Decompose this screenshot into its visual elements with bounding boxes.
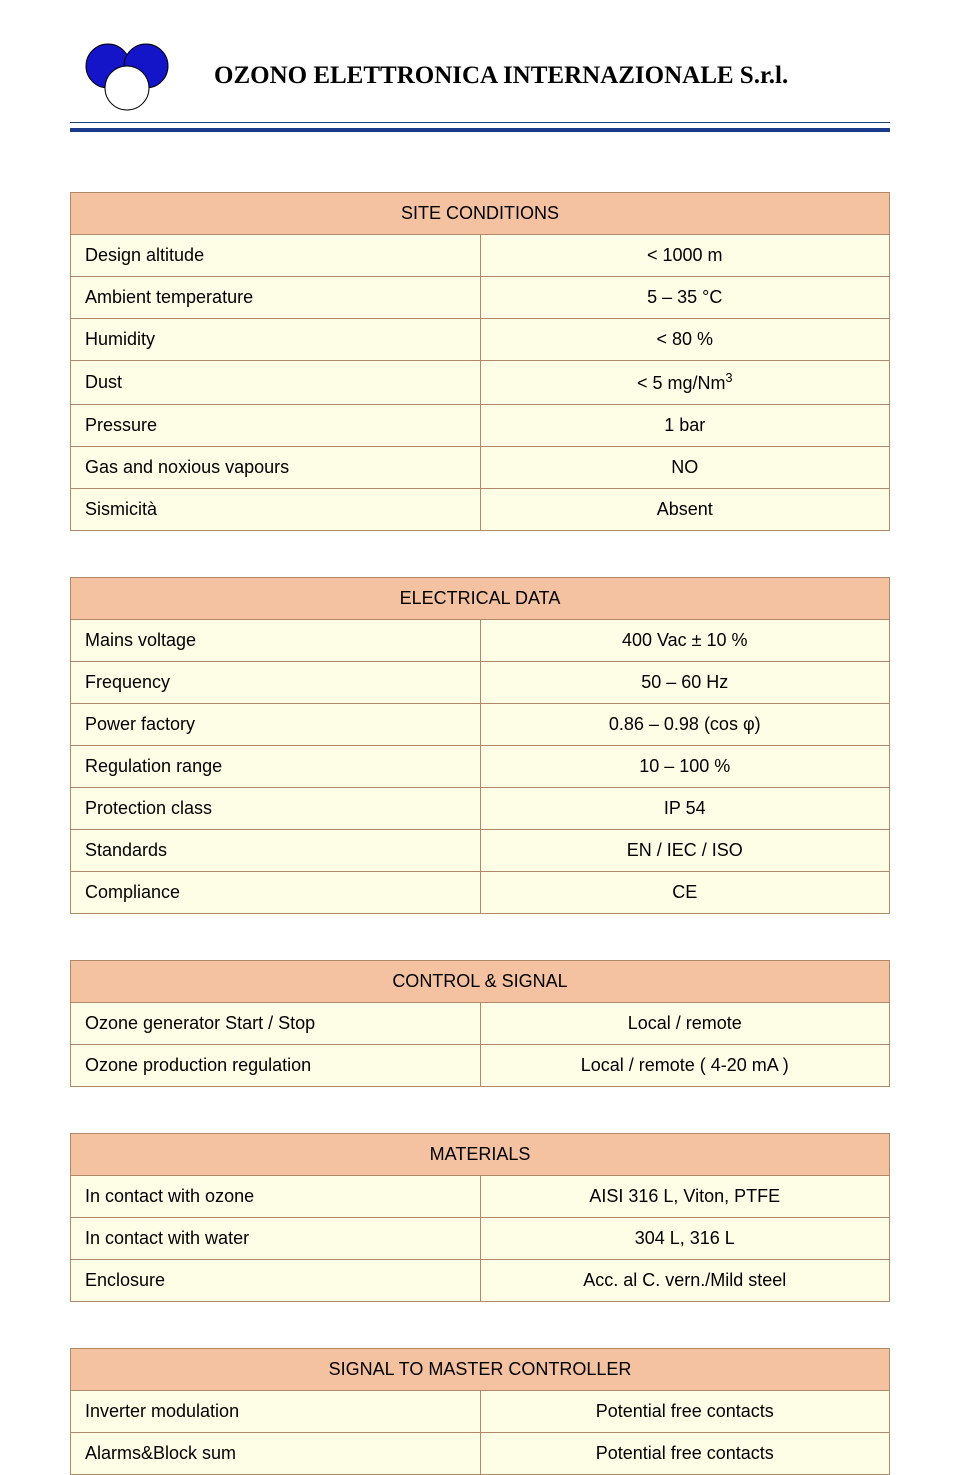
row-value: 50 – 60 Hz xyxy=(480,662,890,704)
control-signal-table: CONTROL & SIGNAL Ozone generator Start /… xyxy=(70,960,890,1087)
row-value: Absent xyxy=(480,489,890,531)
table-row: Protection classIP 54 xyxy=(71,788,890,830)
row-value: CE xyxy=(480,872,890,914)
table-row: In contact with ozoneAISI 316 L, Viton, … xyxy=(71,1176,890,1218)
table-row: Ozone generator Start / StopLocal / remo… xyxy=(71,1003,890,1045)
row-value: < 1000 m xyxy=(480,235,890,277)
row-value: EN / IEC / ISO xyxy=(480,830,890,872)
row-label: Ambient temperature xyxy=(71,277,481,319)
row-label: Dust xyxy=(71,361,481,405)
table-header: SIGNAL TO MASTER CONTROLLER xyxy=(71,1349,890,1391)
row-value: AISI 316 L, Viton, PTFE xyxy=(480,1176,890,1218)
table-row: Mains voltage400 Vac ± 10 % xyxy=(71,620,890,662)
row-label: Power factory xyxy=(71,704,481,746)
table-row: Ambient temperature5 – 35 °C xyxy=(71,277,890,319)
row-label: In contact with ozone xyxy=(71,1176,481,1218)
table-row: EnclosureAcc. al C. vern./Mild steel xyxy=(71,1260,890,1302)
electrical-data-table: ELECTRICAL DATA Mains voltage400 Vac ± 1… xyxy=(70,577,890,914)
row-label: Protection class xyxy=(71,788,481,830)
table-row: Alarms&Block sumPotential free contacts xyxy=(71,1433,890,1475)
page-header: OZONO ELETTRONICA INTERNAZIONALE S.r.l. xyxy=(70,40,890,112)
row-label: Alarms&Block sum xyxy=(71,1433,481,1475)
site-conditions-table: SITE CONDITIONS Design altitude< 1000 m … xyxy=(70,192,890,531)
table-header: MATERIALS xyxy=(71,1134,890,1176)
row-label: Enclosure xyxy=(71,1260,481,1302)
table-row: Regulation range10 – 100 % xyxy=(71,746,890,788)
table-header: SITE CONDITIONS xyxy=(71,193,890,235)
row-value: 400 Vac ± 10 % xyxy=(480,620,890,662)
row-label: Compliance xyxy=(71,872,481,914)
row-label: Ozone production regulation xyxy=(71,1045,481,1087)
table-header: CONTROL & SIGNAL xyxy=(71,961,890,1003)
company-title: OZONO ELETTRONICA INTERNAZIONALE S.r.l. xyxy=(214,62,788,90)
row-label: Standards xyxy=(71,830,481,872)
table-row: Frequency50 – 60 Hz xyxy=(71,662,890,704)
row-label: In contact with water xyxy=(71,1218,481,1260)
row-value: 304 L, 316 L xyxy=(480,1218,890,1260)
table-row: SismicitàAbsent xyxy=(71,489,890,531)
row-value: < 5 mg/Nm3 xyxy=(480,361,890,405)
row-label: Gas and noxious vapours xyxy=(71,447,481,489)
row-label: Frequency xyxy=(71,662,481,704)
row-value: Local / remote ( 4-20 mA ) xyxy=(480,1045,890,1087)
table-row: Inverter modulationPotential free contac… xyxy=(71,1391,890,1433)
row-value: Potential free contacts xyxy=(480,1433,890,1475)
signal-master-table: SIGNAL TO MASTER CONTROLLER Inverter mod… xyxy=(70,1348,890,1475)
row-label: Pressure xyxy=(71,405,481,447)
materials-table: MATERIALS In contact with ozoneAISI 316 … xyxy=(70,1133,890,1302)
table-row: Dust< 5 mg/Nm3 xyxy=(71,361,890,405)
row-value: IP 54 xyxy=(480,788,890,830)
row-label: Sismicità xyxy=(71,489,481,531)
row-value: Acc. al C. vern./Mild steel xyxy=(480,1260,890,1302)
row-value: 10 – 100 % xyxy=(480,746,890,788)
table-row: Humidity< 80 % xyxy=(71,319,890,361)
table-row: Ozone production regulationLocal / remot… xyxy=(71,1045,890,1087)
table-row: In contact with water304 L, 316 L xyxy=(71,1218,890,1260)
row-label: Humidity xyxy=(71,319,481,361)
table-row: Pressure1 bar xyxy=(71,405,890,447)
table-header: ELECTRICAL DATA xyxy=(71,578,890,620)
row-value: 5 – 35 °C xyxy=(480,277,890,319)
table-row: StandardsEN / IEC / ISO xyxy=(71,830,890,872)
row-value: < 80 % xyxy=(480,319,890,361)
table-row: ComplianceCE xyxy=(71,872,890,914)
row-label: Inverter modulation xyxy=(71,1391,481,1433)
row-label: Regulation range xyxy=(71,746,481,788)
header-rule-thick xyxy=(70,128,890,132)
row-label: Ozone generator Start / Stop xyxy=(71,1003,481,1045)
row-value: Local / remote xyxy=(480,1003,890,1045)
company-logo xyxy=(70,40,190,112)
row-value: 0.86 – 0.98 (cos φ) xyxy=(480,704,890,746)
row-label: Design altitude xyxy=(71,235,481,277)
table-row: Gas and noxious vapoursNO xyxy=(71,447,890,489)
row-value: NO xyxy=(480,447,890,489)
table-row: Power factory0.86 – 0.98 (cos φ) xyxy=(71,704,890,746)
row-value: 1 bar xyxy=(480,405,890,447)
header-rule-thin xyxy=(70,122,890,123)
table-row: Design altitude< 1000 m xyxy=(71,235,890,277)
row-value: Potential free contacts xyxy=(480,1391,890,1433)
row-label: Mains voltage xyxy=(71,620,481,662)
